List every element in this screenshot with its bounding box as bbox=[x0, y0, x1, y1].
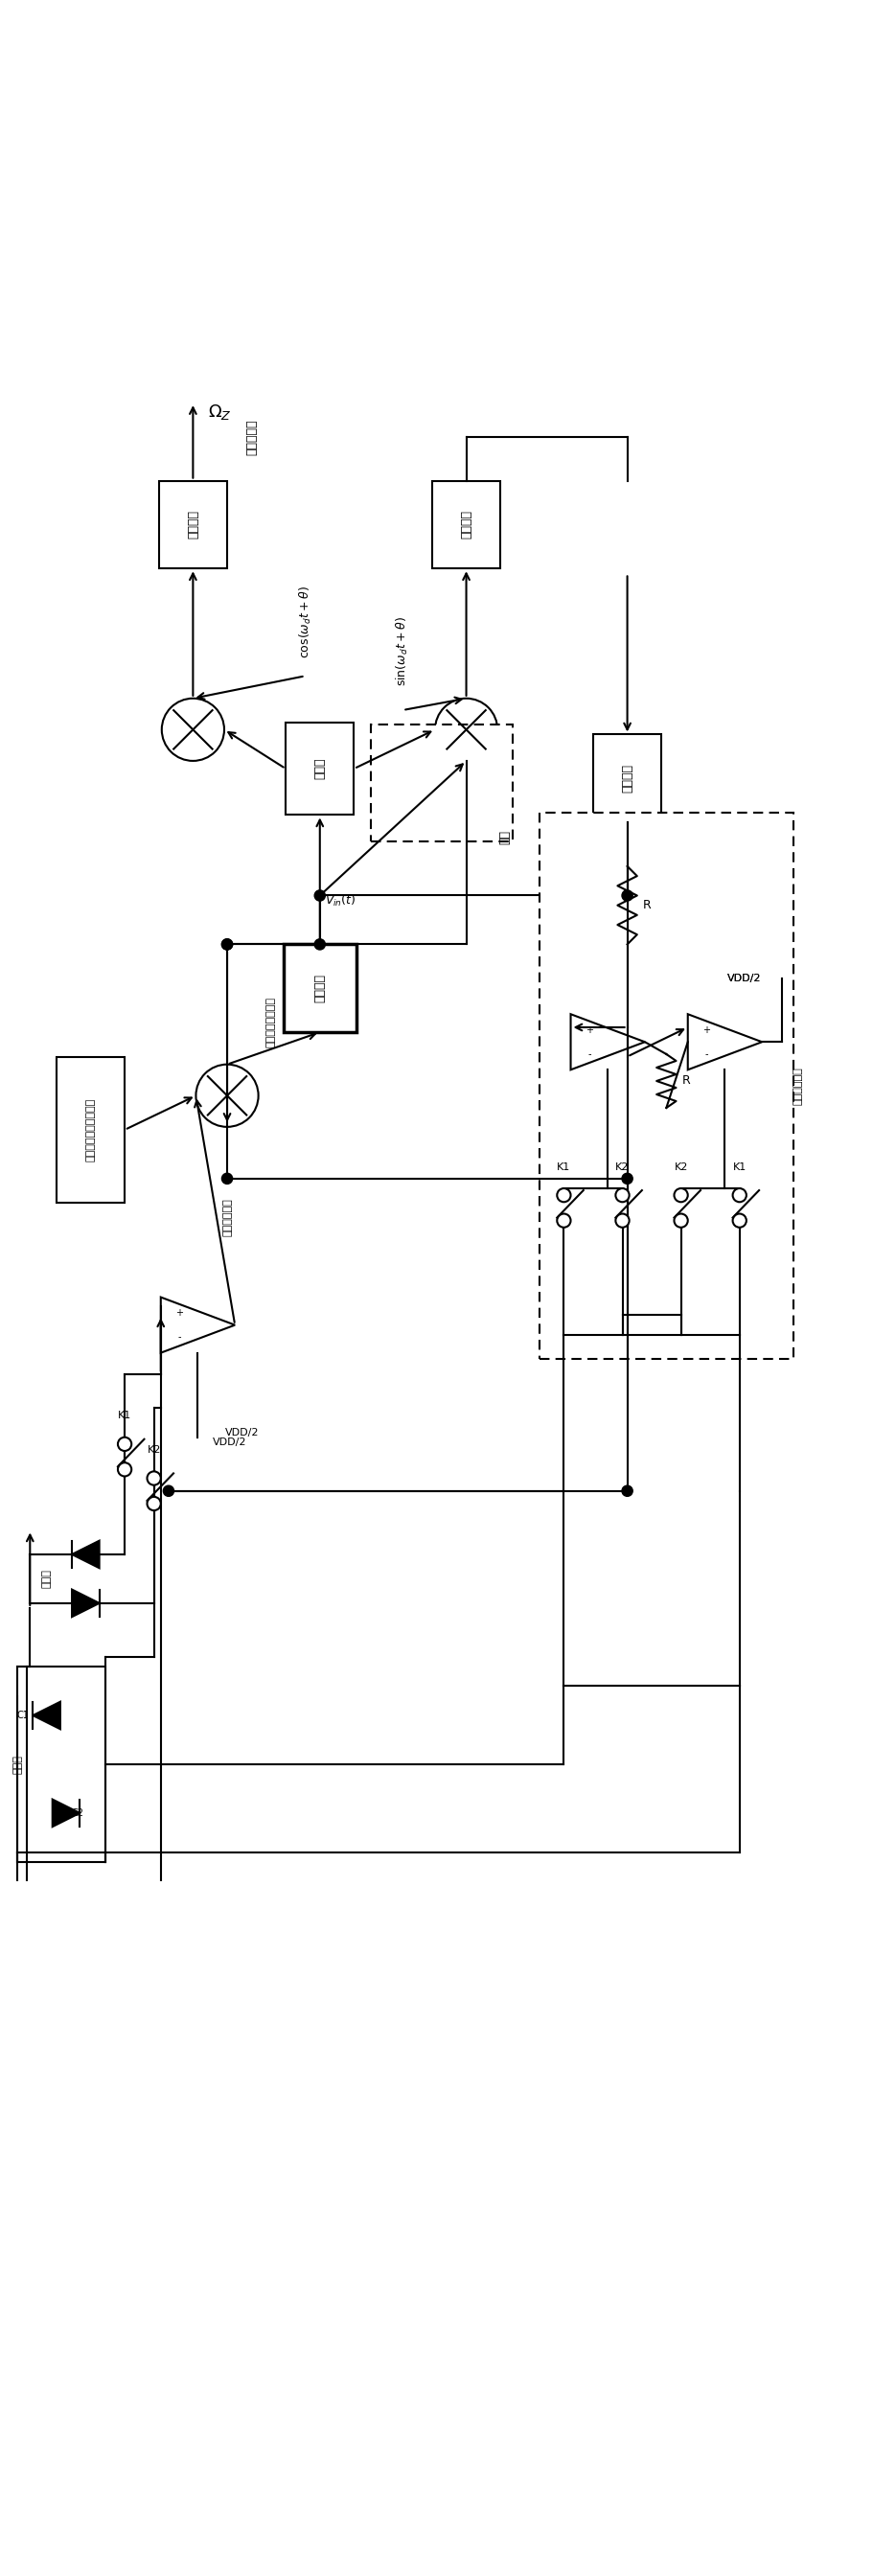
Text: +: + bbox=[702, 1025, 710, 1036]
Text: 积分电路: 积分电路 bbox=[621, 765, 633, 793]
Polygon shape bbox=[72, 1540, 100, 1569]
Bar bbox=[56, 1056, 125, 1203]
Text: 驱动轴: 驱动轴 bbox=[12, 1754, 22, 1775]
Text: 角速度输出: 角速度输出 bbox=[245, 420, 258, 456]
Text: VDD/2: VDD/2 bbox=[212, 1437, 246, 1448]
Circle shape bbox=[118, 1437, 131, 1450]
Text: +: + bbox=[175, 1309, 183, 1319]
Circle shape bbox=[622, 1486, 632, 1497]
Circle shape bbox=[615, 1188, 629, 1203]
Text: K1: K1 bbox=[118, 1412, 131, 1419]
Text: R: R bbox=[681, 1074, 690, 1087]
Text: K2: K2 bbox=[147, 1445, 161, 1455]
Text: R: R bbox=[642, 899, 650, 912]
Text: 多级线性放大: 多级线性放大 bbox=[222, 1198, 231, 1236]
Circle shape bbox=[556, 1188, 570, 1203]
Circle shape bbox=[222, 940, 232, 951]
Bar bbox=[17, 1667, 105, 1862]
Bar bbox=[285, 721, 354, 814]
Text: $\Omega_Z$: $\Omega_Z$ bbox=[208, 402, 231, 422]
Bar bbox=[431, 482, 500, 569]
Text: K2: K2 bbox=[615, 1162, 629, 1172]
Polygon shape bbox=[570, 1015, 644, 1069]
Polygon shape bbox=[52, 1801, 79, 1826]
Bar bbox=[371, 724, 512, 842]
Circle shape bbox=[732, 1213, 746, 1226]
Text: 解调: 解调 bbox=[498, 829, 511, 845]
Bar bbox=[539, 811, 793, 1360]
Bar bbox=[283, 945, 356, 1033]
Text: 高频检测载波解调: 高频检测载波解调 bbox=[266, 997, 276, 1048]
Polygon shape bbox=[161, 1298, 235, 1352]
Text: 低通滤波: 低通滤波 bbox=[459, 510, 472, 538]
Text: $V_{in}(t)$: $V_{in}(t)$ bbox=[325, 894, 355, 909]
Circle shape bbox=[196, 1064, 258, 1126]
Circle shape bbox=[314, 891, 325, 902]
Bar bbox=[593, 734, 661, 822]
Circle shape bbox=[622, 891, 632, 902]
Polygon shape bbox=[687, 1015, 761, 1069]
Circle shape bbox=[222, 940, 232, 951]
Circle shape bbox=[556, 1213, 570, 1226]
Text: 低通滤波: 低通滤波 bbox=[187, 510, 199, 538]
Text: K2: K2 bbox=[673, 1162, 687, 1172]
Text: VDD/2: VDD/2 bbox=[726, 974, 760, 984]
Circle shape bbox=[673, 1188, 687, 1203]
Circle shape bbox=[732, 1188, 746, 1203]
Bar bbox=[159, 482, 227, 569]
Text: 带通滤波: 带通滤波 bbox=[313, 974, 326, 1002]
Circle shape bbox=[314, 940, 325, 951]
Text: VDD/2: VDD/2 bbox=[726, 974, 760, 984]
Text: 高频检测载波发生电路: 高频检测载波发生电路 bbox=[86, 1097, 95, 1162]
Text: 检测轴: 检测轴 bbox=[42, 1569, 52, 1589]
Text: C1: C1 bbox=[17, 1710, 29, 1721]
Circle shape bbox=[615, 1213, 629, 1226]
Text: -: - bbox=[587, 1048, 590, 1059]
Circle shape bbox=[163, 1486, 174, 1497]
Circle shape bbox=[118, 1463, 131, 1476]
Text: VDD/2: VDD/2 bbox=[224, 1427, 258, 1437]
Text: K1: K1 bbox=[732, 1162, 746, 1172]
Text: $\sin(\omega_d t+\theta)$: $\sin(\omega_d t+\theta)$ bbox=[395, 616, 410, 685]
Circle shape bbox=[673, 1213, 687, 1226]
Circle shape bbox=[435, 698, 497, 760]
Polygon shape bbox=[72, 1589, 100, 1618]
Circle shape bbox=[147, 1497, 161, 1510]
Circle shape bbox=[162, 698, 224, 760]
Text: 单双转换电路: 单双转换电路 bbox=[793, 1066, 802, 1105]
Text: K1: K1 bbox=[556, 1162, 570, 1172]
Text: -: - bbox=[177, 1332, 181, 1342]
Circle shape bbox=[147, 1471, 161, 1486]
Circle shape bbox=[622, 1172, 632, 1185]
Text: $\cos(\omega_d t+\theta)$: $\cos(\omega_d t+\theta)$ bbox=[297, 585, 313, 659]
Circle shape bbox=[222, 1172, 232, 1185]
Text: +: + bbox=[585, 1025, 593, 1036]
Text: C2: C2 bbox=[71, 1808, 83, 1819]
Text: -: - bbox=[704, 1048, 707, 1059]
Polygon shape bbox=[33, 1703, 60, 1728]
Text: 锁相环: 锁相环 bbox=[313, 757, 326, 781]
